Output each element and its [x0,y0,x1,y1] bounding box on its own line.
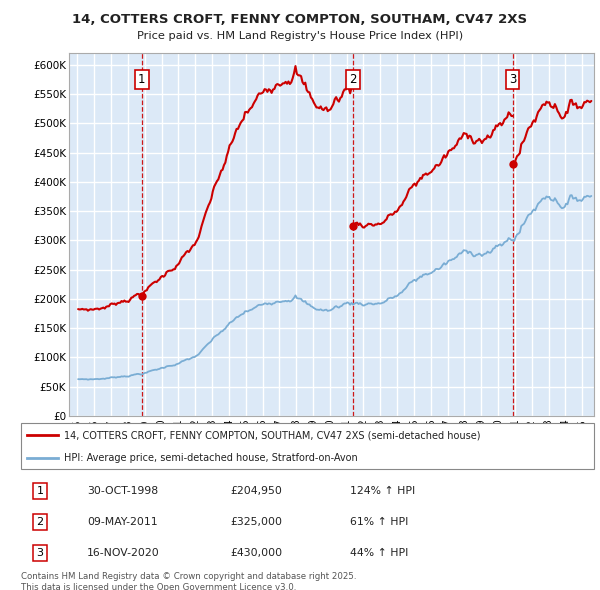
Text: 44% ↑ HPI: 44% ↑ HPI [350,548,409,558]
Text: Contains HM Land Registry data © Crown copyright and database right 2025.
This d: Contains HM Land Registry data © Crown c… [21,572,356,590]
Text: 16-NOV-2020: 16-NOV-2020 [87,548,160,558]
Text: 30-OCT-1998: 30-OCT-1998 [87,486,158,496]
Text: Price paid vs. HM Land Registry's House Price Index (HPI): Price paid vs. HM Land Registry's House … [137,31,463,41]
Text: 2: 2 [349,73,356,86]
Text: 14, COTTERS CROFT, FENNY COMPTON, SOUTHAM, CV47 2XS: 14, COTTERS CROFT, FENNY COMPTON, SOUTHA… [73,13,527,26]
Text: 3: 3 [509,73,517,86]
Text: £430,000: £430,000 [230,548,282,558]
Text: 124% ↑ HPI: 124% ↑ HPI [350,486,416,496]
Text: 14, COTTERS CROFT, FENNY COMPTON, SOUTHAM, CV47 2XS (semi-detached house): 14, COTTERS CROFT, FENNY COMPTON, SOUTHA… [64,431,481,441]
FancyBboxPatch shape [21,423,594,469]
Text: 2: 2 [37,517,43,527]
Text: 1: 1 [37,486,43,496]
Text: 09-MAY-2011: 09-MAY-2011 [87,517,158,527]
Text: 3: 3 [37,548,43,558]
Text: HPI: Average price, semi-detached house, Stratford-on-Avon: HPI: Average price, semi-detached house,… [64,453,358,463]
Text: £325,000: £325,000 [230,517,282,527]
Text: £204,950: £204,950 [230,486,282,496]
Text: 1: 1 [138,73,146,86]
Text: 61% ↑ HPI: 61% ↑ HPI [350,517,409,527]
